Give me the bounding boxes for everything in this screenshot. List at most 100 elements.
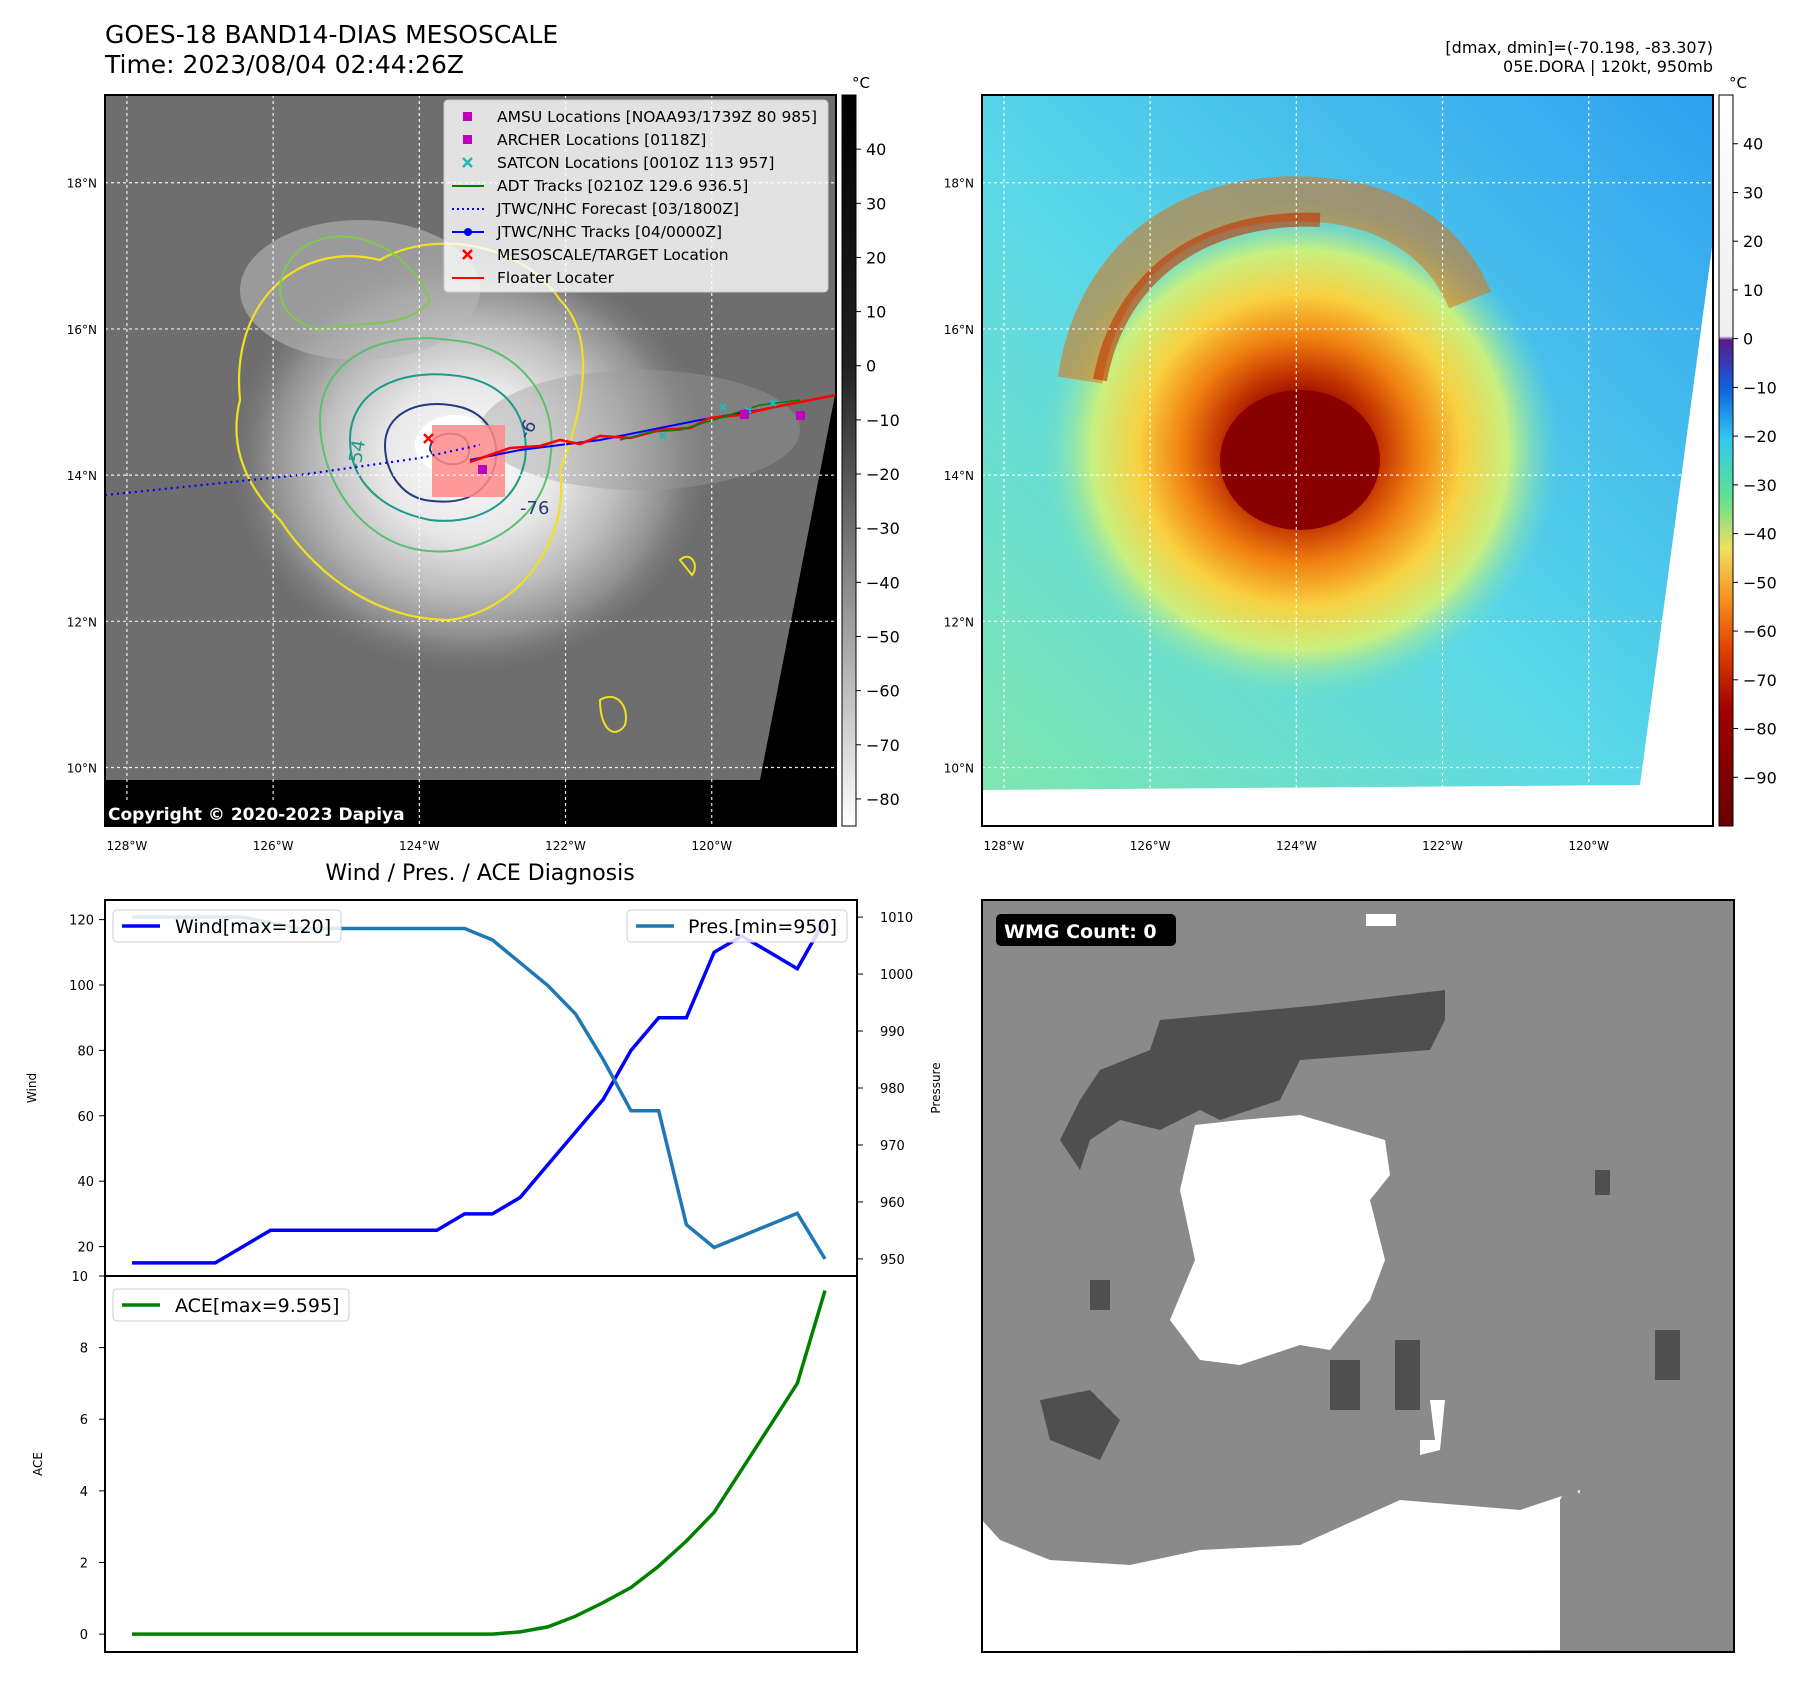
- diag-title: Wind / Pres. / ACE Diagnosis: [325, 861, 634, 886]
- gray-colorbar-tick: −30: [866, 519, 900, 538]
- color-colorbar-tick: −70: [1743, 671, 1777, 690]
- gray-colorbar-tick: −70: [866, 736, 900, 755]
- pressure-legend-label: Pres.[min=950]: [688, 916, 837, 938]
- pressure-legend: Pres.[min=950]: [626, 909, 848, 943]
- gray-map-lat-tick: 14°N: [67, 469, 97, 483]
- legend-label: MESOSCALE/TARGET Location: [497, 246, 729, 264]
- contour-label-76: -76: [520, 498, 549, 519]
- legend-item: JTWC/NHC Tracks [04/0000Z]: [452, 223, 722, 241]
- wind-ytick: 40: [77, 1175, 94, 1190]
- contour-label-54: -54: [344, 438, 370, 471]
- gray-map-lon-tick: 120°W: [691, 839, 732, 853]
- color-colorbar-tick: −10: [1743, 378, 1777, 397]
- legend-label: SATCON Locations [0010Z 113 957]: [497, 154, 774, 172]
- amsu-marker: [740, 410, 749, 419]
- ace-ytick: 10: [71, 1270, 88, 1285]
- legend-item: Floater Locater: [452, 269, 615, 287]
- pressure-ytick: 1000: [880, 968, 913, 983]
- gray-colorbar-tick: 30: [866, 194, 886, 213]
- copyright-text: Copyright © 2020-2023 Dapiya: [108, 805, 405, 825]
- color-colorbar-tick: 20: [1743, 232, 1763, 251]
- color-colorbar-tick: 40: [1743, 135, 1763, 154]
- legend-item: SATCON Locations [0010Z 113 957]: [462, 154, 774, 172]
- color-colorbar-tick: 30: [1743, 183, 1763, 202]
- gray-map-lat-tick: 10°N: [67, 762, 97, 776]
- amsu-marker-center: [478, 465, 487, 474]
- legend-item: MESOSCALE/TARGET Location: [462, 246, 729, 264]
- gray-colorbar-tick: −20: [866, 465, 900, 484]
- gray-map-lat-tick: 18°N: [67, 177, 97, 191]
- color-map-lon-tick: 124°W: [1276, 839, 1317, 853]
- legend-label: JTWC/NHC Tracks [04/0000Z]: [496, 223, 722, 241]
- wind-pressure-panel: Wind / Pres. / ACE Diagnosis Wind Pressu…: [25, 861, 943, 1277]
- color-colorbar-tick: −40: [1743, 525, 1777, 544]
- legend-item: ARCHER Locations [0118Z]: [463, 131, 706, 149]
- wind-ytick: 60: [77, 1110, 94, 1125]
- ace-panel: ACE 0 2 4 6 8 10 ACE[max=9.595]: [31, 1270, 858, 1653]
- archer-marker: [796, 411, 805, 420]
- pressure-ytick: 970: [880, 1139, 905, 1154]
- gray-colorbar-tick: 40: [866, 140, 886, 159]
- wmg-count-label: WMG Count: 0: [1004, 921, 1157, 943]
- wind-ytick: 20: [77, 1241, 94, 1256]
- color-map-lat-tick: 10°N: [944, 762, 974, 776]
- wind-line: [132, 918, 827, 1265]
- pressure-ytick: 950: [880, 1253, 905, 1268]
- ace-ytick: 6: [80, 1413, 88, 1428]
- ace-legend-label: ACE[max=9.595]: [175, 1295, 339, 1317]
- color-map-lat-tick: 16°N: [944, 323, 974, 337]
- color-ir-map: 18°N 16°N 14°N 12°N 10°N 128°W 126°W 124°W 122°…: [944, 74, 1777, 853]
- pressure-ytick: 1010: [880, 911, 913, 926]
- wind-ytick: 80: [77, 1044, 94, 1059]
- color-colorbar-tick: −60: [1743, 622, 1777, 641]
- color-colorbar-tick: 10: [1743, 281, 1763, 300]
- pressure-ytick: 980: [880, 1082, 905, 1097]
- ace-ytick: 4: [80, 1485, 88, 1500]
- ace-ytick: 0: [80, 1628, 88, 1643]
- color-map-lon-tick: 122°W: [1422, 839, 1463, 853]
- color-colorbar-tick: −20: [1743, 427, 1777, 446]
- color-map-lon-tick: 128°W: [984, 839, 1025, 853]
- title-line-1: GOES-18 BAND14-DIAS MESOSCALE: [105, 20, 559, 49]
- wmg-panel: WMG Count: 0: [981, 899, 1735, 1653]
- ace-axis-label: ACE: [31, 1452, 45, 1476]
- legend-label: ARCHER Locations [0118Z]: [497, 131, 706, 149]
- color-colorbar-tick: −50: [1743, 573, 1777, 592]
- gray-colorbar-tick: −10: [866, 411, 900, 430]
- color-map-lon-tick: 120°W: [1568, 839, 1609, 853]
- gray-colorbar-tick: −60: [866, 682, 900, 701]
- color-colorbar-tick: −30: [1743, 476, 1777, 495]
- color-colorbar-tick: 0: [1743, 330, 1753, 349]
- gray-map-lon-tick: 124°W: [399, 839, 440, 853]
- color-colorbar: [1718, 94, 1734, 827]
- pressure-ytick: 960: [880, 1196, 905, 1211]
- gray-colorbar-tick: 0: [866, 357, 876, 376]
- gray-map-lon-tick: 128°W: [107, 839, 148, 853]
- gray-map-lon-tick: 126°W: [253, 839, 294, 853]
- dmax-dmin-text: [dmax, dmin]=(-70.198, -83.307): [1445, 38, 1713, 57]
- title-line-2: Time: 2023/08/04 02:44:26Z: [105, 50, 464, 79]
- grayscale-ir-map: -76 -54 -6 18°N16°N14°N12°N10°N 128: [67, 74, 900, 853]
- gray-colorbar: [841, 94, 857, 827]
- figure-subtitle: [dmax, dmin]=(-70.198, -83.307) 05E.DORA…: [1445, 38, 1713, 76]
- color-map-lat-tick: 12°N: [944, 615, 974, 629]
- gray-colorbar-tick: −80: [866, 790, 900, 809]
- color-map-lon-tick: 126°W: [1130, 839, 1171, 853]
- gray-colorbar-unit: °C: [852, 74, 870, 92]
- figure-title: GOES-18 BAND14-DIAS MESOSCALE Time: 2023…: [105, 20, 558, 80]
- target-marker: [423, 433, 434, 444]
- legend-label: AMSU Locations [NOAA93/1739Z 80 985]: [497, 108, 817, 126]
- wind-ytick: 100: [69, 979, 94, 994]
- color-map-lat-tick: 18°N: [944, 177, 974, 191]
- color-colorbar-tick: −80: [1743, 720, 1777, 739]
- adt-track: [619, 399, 801, 441]
- gray-colorbar-tick: 20: [866, 248, 886, 267]
- pressure-ytick: 990: [880, 1025, 905, 1040]
- legend-label: ADT Tracks [0210Z 129.6 936.5]: [497, 177, 748, 195]
- wind-axis-label: Wind: [25, 1073, 39, 1103]
- legend-label: JTWC/NHC Forecast [03/1800Z]: [496, 200, 739, 218]
- legend-label: Floater Locater: [497, 269, 615, 287]
- gray-colorbar-tick: −40: [866, 573, 900, 592]
- ace-line: [132, 1289, 827, 1636]
- target-box: [432, 425, 505, 497]
